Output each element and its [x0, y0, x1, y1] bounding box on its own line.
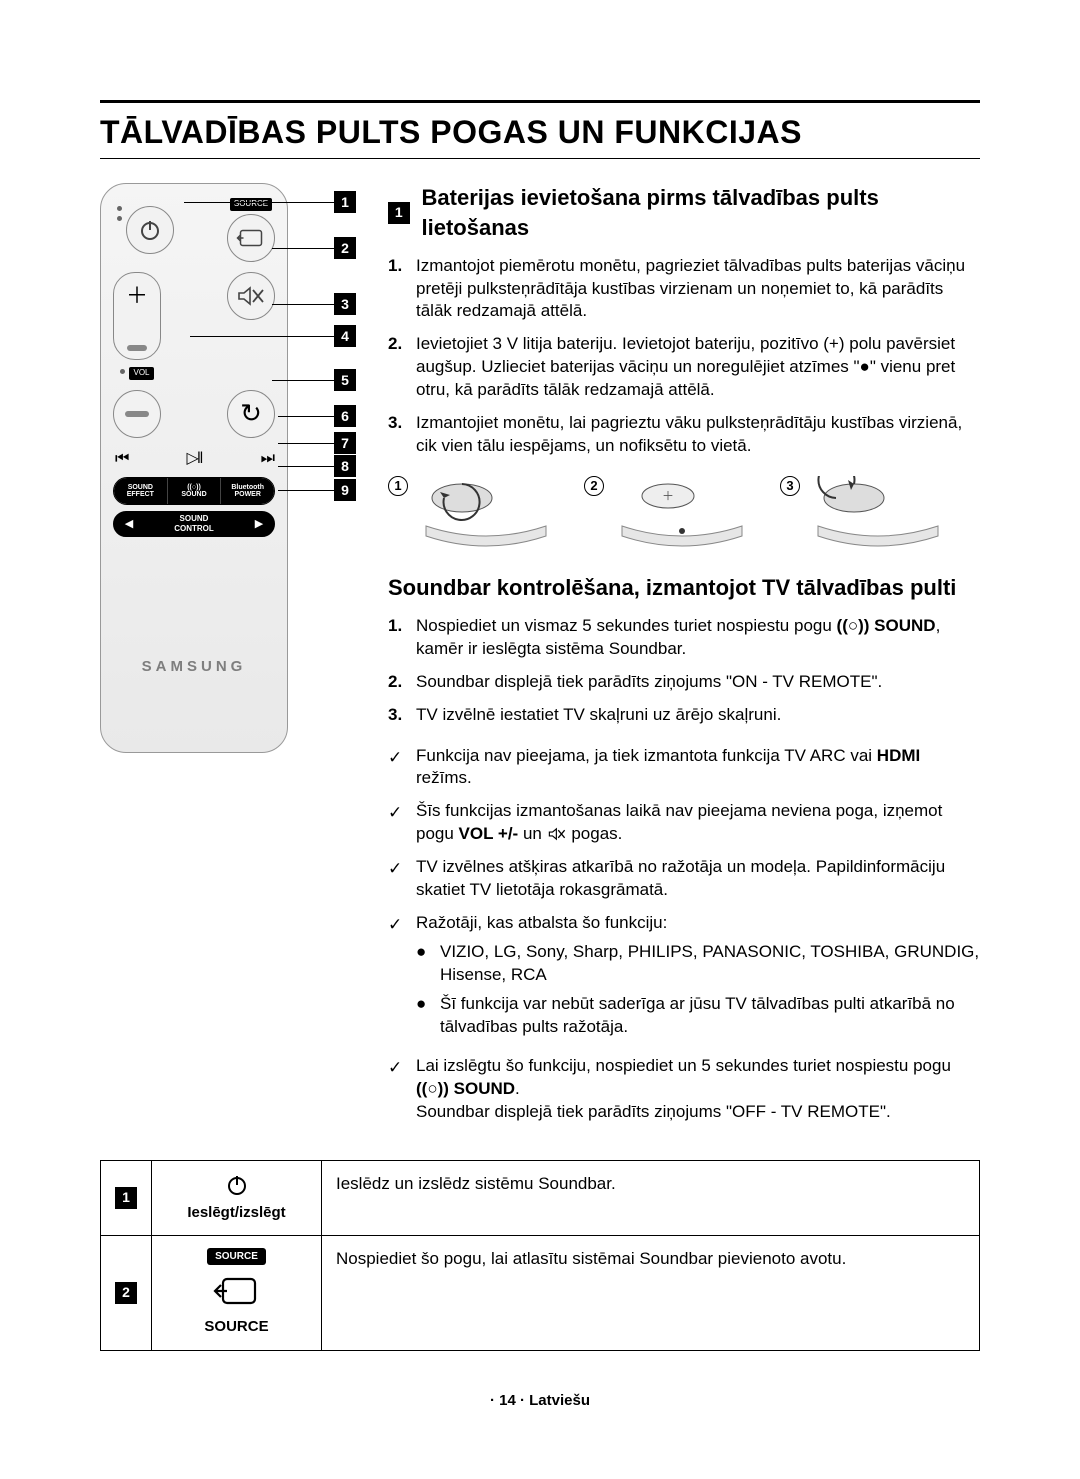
repeat-button: ↻: [227, 390, 275, 438]
source-label: SOURCE: [230, 198, 272, 211]
playback-row: ⏮▷‖⏭: [115, 448, 273, 470]
page-title: TĀLVADĪBAS PULTS POGAS UN FUNKCIJAS: [100, 111, 980, 154]
callout-3: 3: [334, 293, 356, 315]
remote-diagram: SOURCE ＋ VOL: [100, 183, 360, 1133]
mute-icon: [547, 827, 567, 841]
section2-heading: Soundbar kontrolēšana, izmantojot TV tāl…: [388, 573, 980, 603]
volume-rocker: ＋: [113, 272, 161, 360]
sound-control-row: ◀ SOUND CONTROL ▶: [113, 511, 275, 537]
section2-notes: ✓Funkcija nav pieejama, ja tiek izmantot…: [388, 745, 980, 1124]
section2-steps: 1.Nospiediet un vismaz 5 sekundes turiet…: [388, 615, 980, 727]
callout-5: 5: [334, 369, 356, 391]
section1-steps: 1.Izmantojot piemērotu monētu, pagriezie…: [388, 255, 980, 459]
function-table: 1 Ieslēgt/izslēgt Ieslēdz un izslēdz sis…: [100, 1160, 980, 1351]
mute-button: [227, 272, 275, 320]
svg-text:＋: ＋: [662, 489, 674, 503]
function-row: SOUNDEFFECT ((○))SOUND BluetoothPOWER: [113, 477, 275, 505]
section1-heading: 1 Baterijas ievietošana pirms tālvadības…: [388, 183, 980, 242]
callout-8: 8: [334, 455, 356, 477]
callout-6: 6: [334, 405, 356, 427]
battery-figures: 1 2 ＋ 3: [388, 476, 980, 551]
power-icon: [225, 1173, 249, 1197]
callout-2: 2: [334, 237, 356, 259]
page-footer: · 14 · Latviešu: [100, 1391, 980, 1411]
callout-9: 9: [334, 479, 356, 501]
source-button: [227, 214, 275, 262]
source-icon: [213, 1271, 261, 1311]
brand-logo: SAMSUNG: [113, 657, 275, 677]
power-button: [126, 206, 174, 254]
callout-4: 4: [334, 325, 356, 347]
callout-1: 1: [334, 191, 356, 213]
settings-button: [113, 390, 161, 438]
callout-7: 7: [334, 432, 356, 454]
